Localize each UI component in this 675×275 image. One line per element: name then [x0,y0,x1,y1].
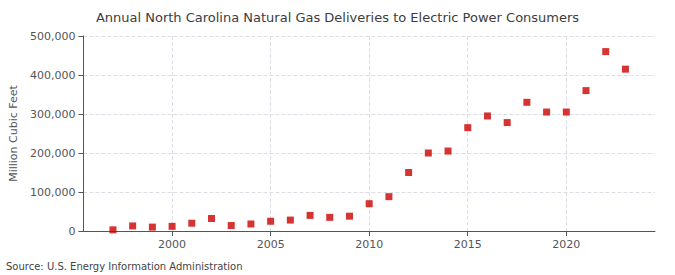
svg-text:0: 0 [68,225,75,238]
svg-text:Source: U.S. Energy Informatio: Source: U.S. Energy Information Administ… [6,261,243,272]
svg-text:2020: 2020 [552,238,580,251]
svg-text:2000: 2000 [158,238,186,251]
svg-text:2005: 2005 [257,238,285,251]
svg-text:100,000: 100,000 [30,186,76,199]
svg-text:Million Cubic Feet: Million Cubic Feet [7,84,20,181]
svg-text:2015: 2015 [454,238,482,251]
svg-text:2010: 2010 [355,238,383,251]
svg-text:400,000: 400,000 [30,69,76,82]
svg-text:Annual North Carolina Natural: Annual North Carolina Natural Gas Delive… [96,10,579,25]
svg-text:300,000: 300,000 [30,108,76,121]
svg-text:500,000: 500,000 [30,30,76,43]
svg-text:200,000: 200,000 [30,147,76,160]
